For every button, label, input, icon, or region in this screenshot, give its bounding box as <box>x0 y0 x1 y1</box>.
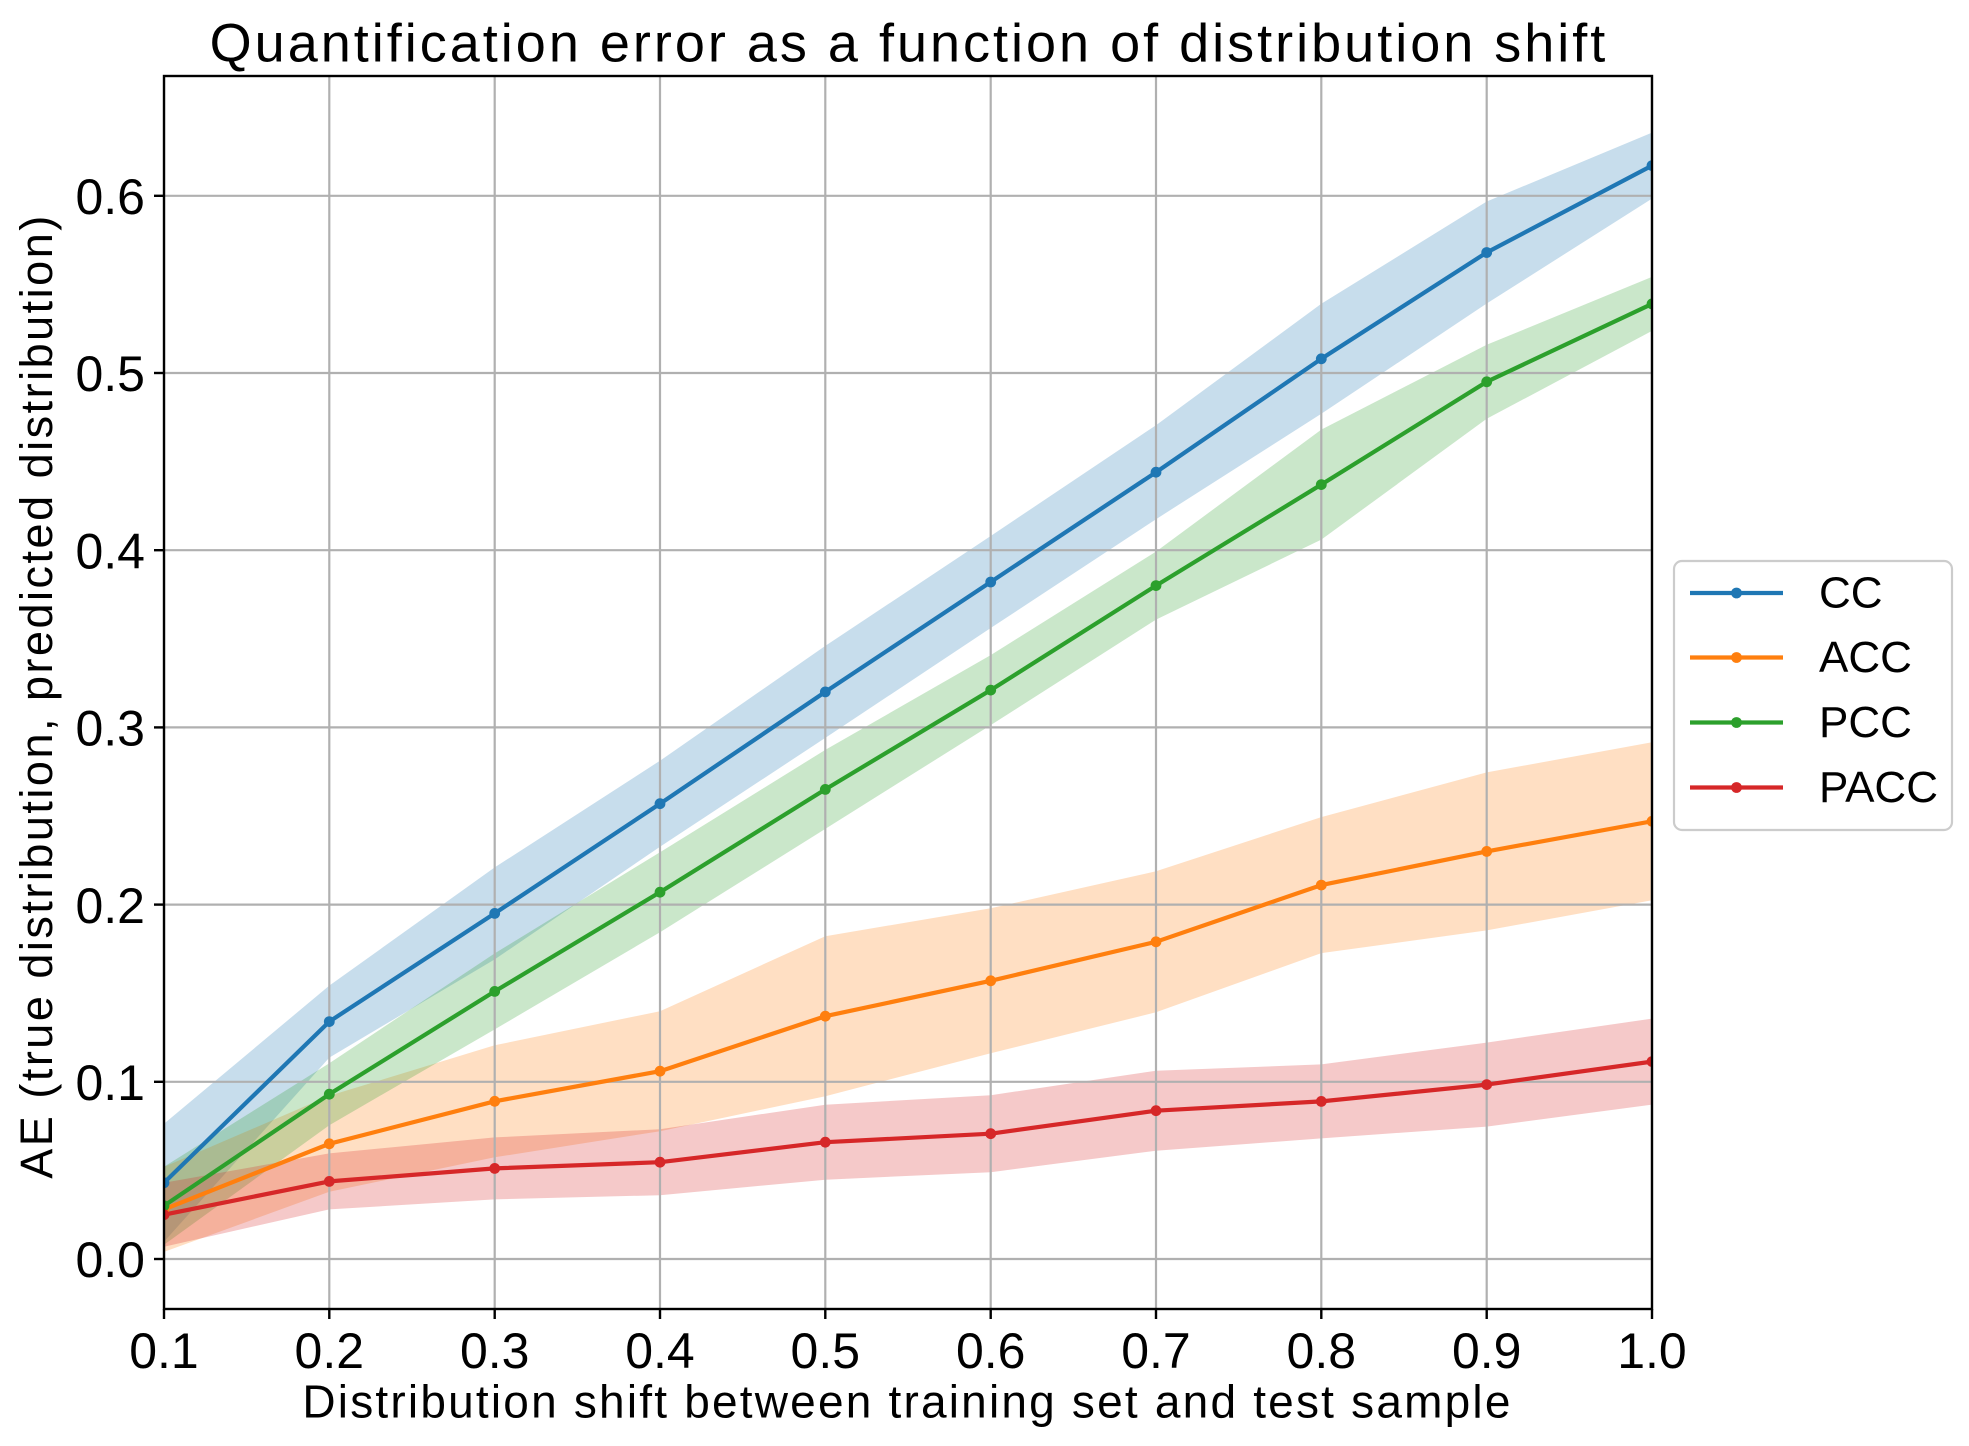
svg-text:0.1: 0.1 <box>129 1323 199 1379</box>
svg-text:Distribution shift between tra: Distribution shift between training set … <box>302 1375 1512 1427</box>
svg-text:0.4: 0.4 <box>75 523 145 579</box>
svg-text:0.2: 0.2 <box>295 1323 365 1379</box>
svg-text:Quantification error as a func: Quantification error as a function of di… <box>210 13 1609 73</box>
svg-text:0.8: 0.8 <box>1287 1323 1357 1379</box>
svg-text:AE (true distribution, predict: AE (true distribution, predicted distrib… <box>11 213 62 1178</box>
svg-text:0.4: 0.4 <box>625 1323 695 1379</box>
svg-text:0.0: 0.0 <box>75 1232 145 1288</box>
svg-text:0.6: 0.6 <box>75 169 145 225</box>
svg-text:0.6: 0.6 <box>956 1323 1026 1379</box>
svg-text:0.2: 0.2 <box>75 878 145 934</box>
svg-text:0.3: 0.3 <box>75 701 145 757</box>
svg-text:0.3: 0.3 <box>460 1323 530 1379</box>
svg-text:PCC: PCC <box>1819 698 1912 747</box>
svg-text:0.7: 0.7 <box>1121 1323 1191 1379</box>
svg-text:0.1: 0.1 <box>75 1055 145 1111</box>
svg-text:PACC: PACC <box>1819 763 1938 812</box>
svg-text:0.9: 0.9 <box>1452 1323 1522 1379</box>
svg-text:CC: CC <box>1819 569 1883 618</box>
svg-text:0.5: 0.5 <box>791 1323 861 1379</box>
svg-text:0.5: 0.5 <box>75 346 145 402</box>
svg-text:ACC: ACC <box>1819 633 1912 682</box>
svg-text:1.0: 1.0 <box>1617 1323 1687 1379</box>
